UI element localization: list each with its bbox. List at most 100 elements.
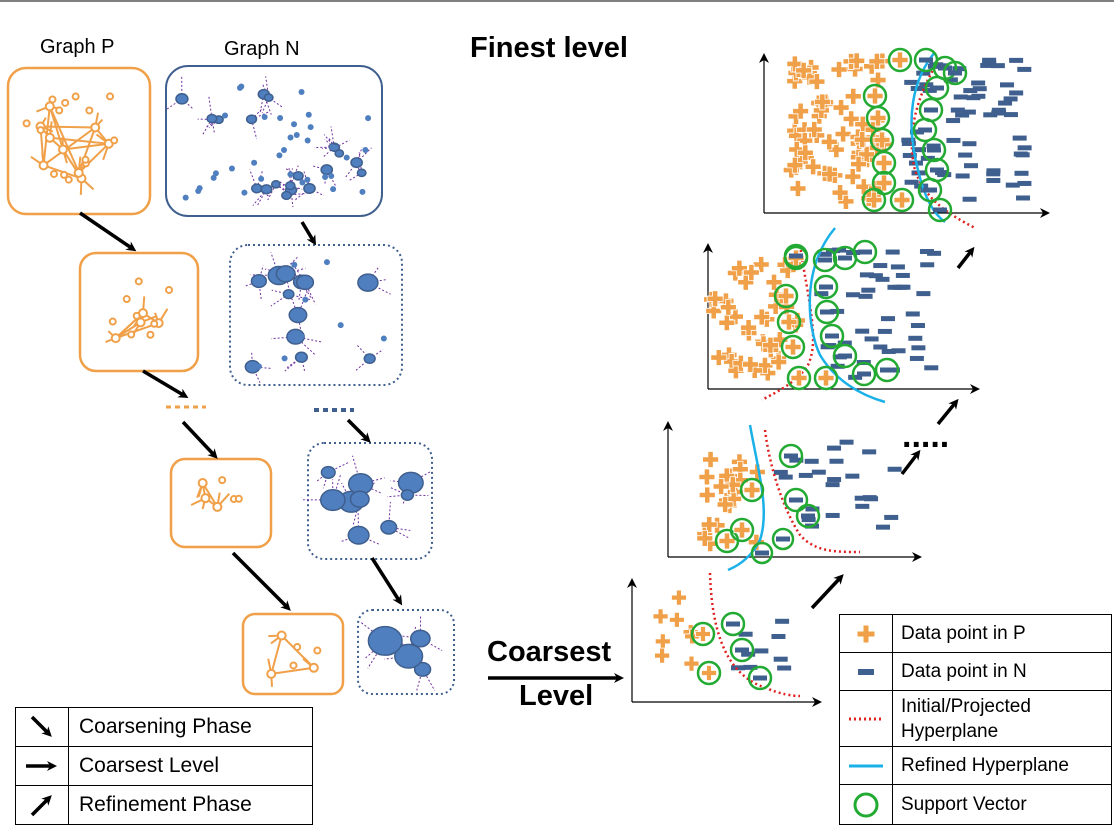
n-point (820, 309, 834, 315)
n-point (730, 665, 745, 671)
p-point (804, 158, 822, 176)
refinement-arrow-1 (810, 574, 844, 610)
n-edge (252, 188, 267, 206)
n-node (212, 170, 219, 177)
marker-legend: Data point in P Data point in N Initial/… (839, 614, 1112, 825)
n-point (916, 70, 931, 76)
n-point (857, 371, 871, 377)
p-point (752, 256, 770, 273)
support-vector (814, 299, 840, 325)
n-point (801, 513, 815, 519)
n-edge (290, 190, 294, 208)
n-point (845, 292, 860, 298)
n-node (270, 180, 281, 189)
support-vector (921, 137, 947, 163)
support-vector (771, 527, 795, 551)
legend-coarsest-level: Coarsest Level (68, 746, 313, 786)
n-node (210, 174, 217, 181)
p-point (701, 665, 717, 681)
n-point (911, 345, 926, 351)
n-point (946, 137, 961, 143)
n-edge (267, 184, 277, 201)
n-point (1005, 182, 1020, 188)
n-point (962, 196, 977, 202)
p-node (276, 630, 287, 641)
n-node (298, 333, 305, 340)
n-node (303, 182, 316, 194)
p-point (875, 154, 893, 172)
p-point (753, 308, 771, 326)
n-point (922, 87, 937, 93)
n-node (350, 157, 363, 169)
n-point (1012, 135, 1027, 141)
support-vector (851, 361, 877, 387)
n-point (933, 207, 947, 213)
support-vector (690, 621, 716, 647)
n-edge (324, 169, 328, 186)
n-edge (258, 265, 264, 282)
n-edge (390, 487, 408, 496)
n-point (789, 253, 803, 259)
n-node (347, 525, 370, 545)
graph-p-label: Graph P (40, 36, 115, 58)
n-edge (301, 281, 312, 299)
plot-level-2 (703, 227, 980, 404)
n-node (281, 146, 288, 153)
refined-hyperplane (727, 424, 766, 572)
legend-support-vector: Support Vector (892, 784, 1112, 825)
p-point (705, 302, 723, 320)
n-node (245, 114, 258, 125)
p-point (850, 155, 867, 173)
n-point (825, 482, 840, 488)
n-point (881, 348, 896, 354)
n-point (972, 86, 987, 92)
n-node (337, 322, 344, 329)
support-vector (832, 343, 858, 369)
diagonal-down-arrow-icon (30, 715, 52, 737)
n-edge (356, 344, 371, 360)
n-node (175, 93, 189, 105)
initial-hyperplane (763, 429, 861, 554)
graph-n-level-3 (360, 615, 443, 691)
n-node (413, 661, 432, 677)
n-edge (334, 139, 350, 149)
p-node (146, 330, 155, 339)
n-edge (367, 265, 380, 283)
marker-legend-row: Initial/Projected Hyperplane (839, 690, 1112, 747)
legend-initial-hyperplane-line2: Hyperplane (901, 720, 999, 742)
p-point (784, 338, 802, 356)
p-point (770, 353, 788, 371)
n-point (909, 355, 924, 361)
n-point (930, 167, 944, 173)
n-node (307, 124, 314, 131)
graph-p-level-1 (105, 277, 174, 344)
n-edge (387, 494, 408, 498)
p-point (868, 52, 886, 70)
n-point (891, 348, 906, 354)
n-point (805, 506, 820, 512)
legend-refined-hyperplane: Refined Hyperplane (892, 746, 1112, 785)
p-point (652, 608, 669, 625)
n-point (861, 287, 876, 293)
p-node (44, 101, 55, 112)
n-point (908, 335, 923, 341)
n-point (946, 118, 961, 124)
n-point (910, 85, 925, 91)
n-edge (407, 494, 429, 497)
p-point (844, 168, 862, 186)
support-vector (812, 247, 838, 273)
p-point (669, 611, 685, 628)
n-edge (390, 480, 411, 484)
p-edge (48, 105, 83, 179)
n-point (905, 311, 920, 317)
n-point (864, 336, 879, 342)
n-point (837, 340, 852, 346)
n-point (777, 665, 792, 671)
n-point (830, 363, 845, 369)
n-point (964, 163, 979, 169)
n-point (953, 94, 968, 100)
p-node (73, 167, 84, 178)
coarsening-arrows (79, 211, 403, 611)
p-point (830, 61, 848, 78)
n-point (789, 457, 804, 463)
